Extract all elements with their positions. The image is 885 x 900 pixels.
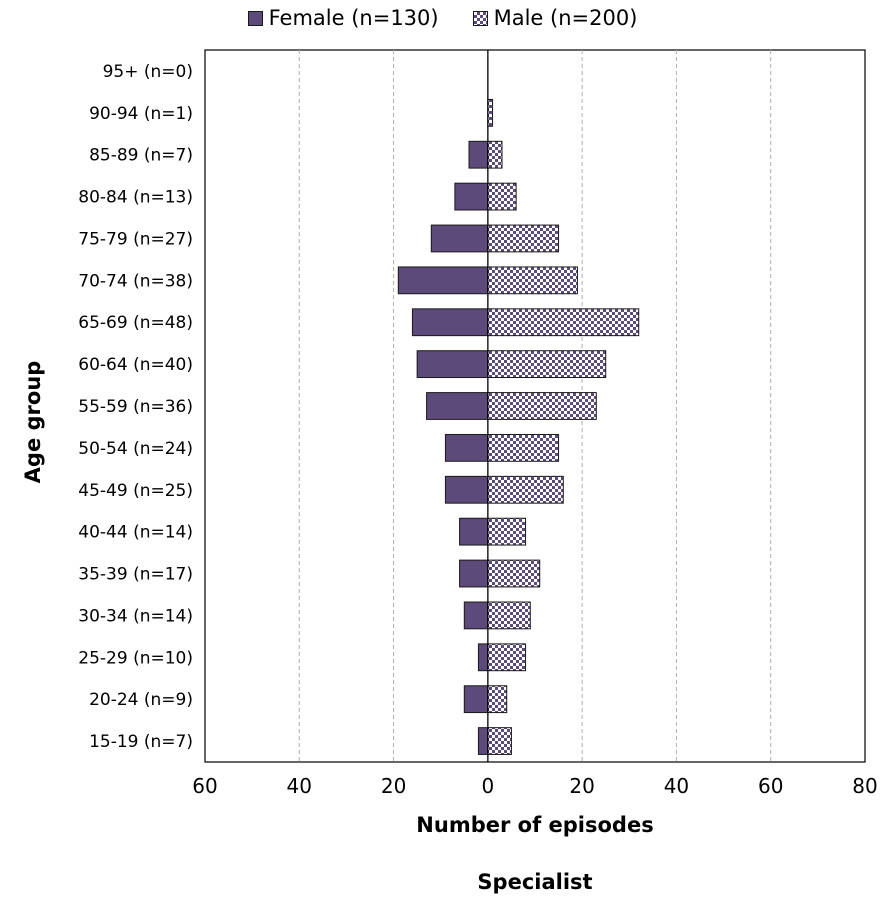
- x-tick-label-20: 20: [569, 774, 594, 798]
- bar-female-30-34: [463, 601, 489, 630]
- y-tick-label-45-49: 45-49 (n=25): [78, 481, 193, 501]
- legend-item-female: Female (n=130): [247, 6, 439, 30]
- y-tick-label-35-39: 35-39 (n=17): [78, 565, 193, 585]
- bar-male-45-49: [487, 475, 564, 504]
- y-tick-label-90-94: 90-94 (n=1): [89, 104, 193, 124]
- x-tick-label-80: 80: [852, 774, 877, 798]
- y-tick-label-70-74: 70-74 (n=38): [78, 271, 193, 291]
- bar-female-40-44: [459, 517, 489, 546]
- x-tick-label-40: 40: [664, 774, 689, 798]
- legend-item-male: Male (n=200): [472, 6, 638, 30]
- bar-male-35-39: [487, 559, 541, 588]
- y-tick-label-50-54: 50-54 (n=24): [78, 439, 193, 459]
- y-axis-label: Age group: [21, 360, 45, 484]
- bar-female-35-39: [459, 559, 489, 588]
- chart-legend: Female (n=130) Male (n=200): [0, 6, 885, 30]
- bar-male-85-89: [487, 140, 503, 169]
- legend-swatch-male: [472, 10, 488, 26]
- bar-male-25-29: [487, 643, 527, 672]
- x-tick-label-20: 20: [381, 774, 406, 798]
- bar-male-65-69: [487, 308, 640, 337]
- bar-male-90-94: [487, 98, 494, 127]
- y-tick-label-80-84: 80-84 (n=13): [78, 188, 193, 208]
- bar-female-45-49: [444, 475, 489, 504]
- y-tick-label-65-69: 65-69 (n=48): [78, 313, 193, 333]
- y-tick-label-75-79: 75-79 (n=27): [78, 229, 193, 249]
- bar-female-75-79: [430, 224, 489, 253]
- x-axis-label: Number of episodes: [416, 813, 654, 837]
- bar-male-60-64: [487, 350, 607, 379]
- bar-female-80-84: [454, 182, 489, 211]
- x-tick-label-60: 60: [758, 774, 783, 798]
- x-tick-label-60: 60: [192, 774, 217, 798]
- bar-male-20-24: [487, 685, 508, 714]
- y-tick-label-60-64: 60-64 (n=40): [78, 355, 193, 375]
- bar-male-70-74: [487, 266, 578, 295]
- x-tick-label-0: 0: [481, 774, 494, 798]
- x-tick-label-40: 40: [287, 774, 312, 798]
- bar-male-50-54: [487, 433, 560, 462]
- bar-female-15-19: [477, 727, 489, 755]
- legend-label-male: Male (n=200): [493, 6, 638, 30]
- y-tick-label-95: 95+ (n=0): [103, 62, 193, 82]
- bar-male-15-19: [487, 727, 512, 755]
- y-tick-label-55-59: 55-59 (n=36): [78, 397, 193, 417]
- bar-female-25-29: [477, 643, 489, 672]
- bar-male-40-44: [487, 517, 527, 546]
- y-tick-label-20-24: 20-24 (n=9): [89, 690, 193, 710]
- bar-male-55-59: [487, 392, 597, 420]
- bar-female-50-54: [444, 433, 489, 462]
- y-tick-label-30-34: 30-34 (n=14): [78, 606, 193, 626]
- legend-swatch-female: [247, 10, 263, 26]
- legend-label-female: Female (n=130): [268, 6, 439, 30]
- bar-female-85-89: [468, 140, 489, 169]
- bar-female-20-24: [463, 685, 489, 714]
- bar-male-30-34: [487, 601, 531, 630]
- bar-female-65-69: [411, 308, 489, 337]
- bar-male-80-84: [487, 182, 517, 211]
- bar-female-55-59: [426, 392, 489, 420]
- y-tick-label-40-44: 40-44 (n=14): [78, 523, 193, 543]
- bar-male-75-79: [487, 224, 560, 253]
- y-tick-label-85-89: 85-89 (n=7): [89, 146, 193, 166]
- y-tick-label-15-19: 15-19 (n=7): [89, 732, 193, 752]
- bar-female-70-74: [397, 266, 489, 295]
- bar-female-60-64: [416, 350, 489, 379]
- y-tick-label-25-29: 25-29 (n=10): [78, 648, 193, 668]
- chart-subtitle: Specialist: [477, 870, 593, 894]
